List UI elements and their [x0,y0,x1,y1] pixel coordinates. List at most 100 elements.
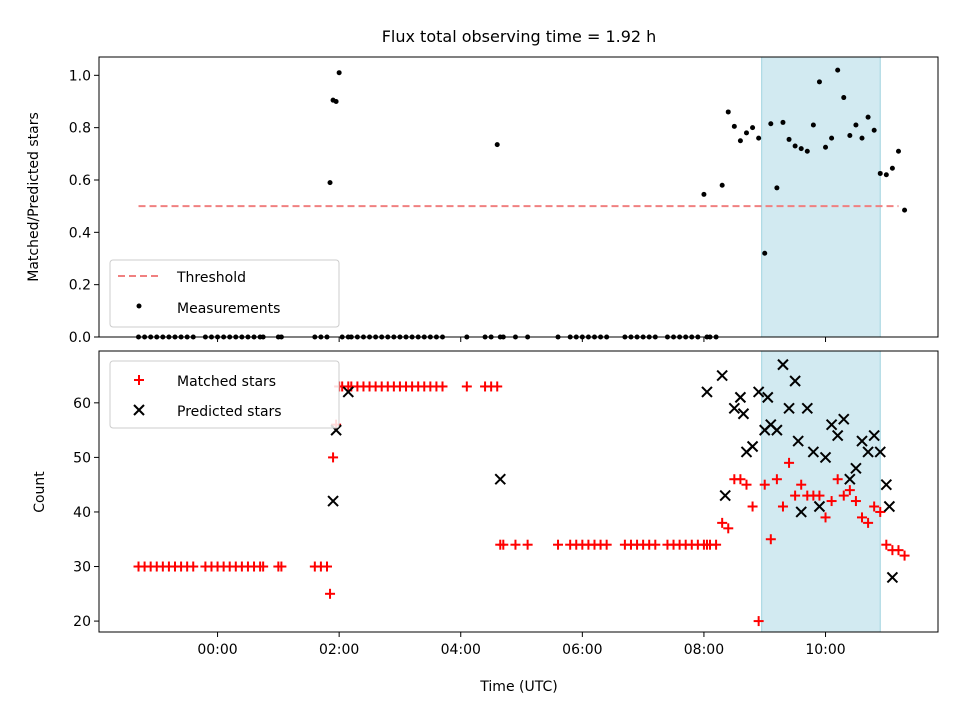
matched-star-point [784,457,795,468]
predicted-star-point [825,418,838,431]
measurement-point [798,146,804,152]
measurement-point [774,185,780,191]
measurement-point [871,127,877,133]
bottom-y-tick-label: 50 [73,450,91,466]
matched-star-point [735,474,746,485]
legend-plus-marker [134,375,144,385]
matched-star-point [850,496,861,507]
matched-star-point [711,539,722,550]
bottom-panel: 20 30 40 50 60 00:00 02:00 04:00 06:00 08:00 10:00… [32,350,939,695]
top-y-tick-label: 0.2 [69,278,91,294]
x-tick-label: 02:00 [319,642,359,658]
measurement-point [902,207,908,213]
matched-star-point [796,479,807,490]
predicted-star-point [850,462,862,475]
matched-star-point [328,452,339,463]
predicted-star-point [789,375,801,387]
measurement-point [701,191,707,197]
matched-stars-points [133,381,910,627]
measurement-point [780,119,786,125]
predicted-star-point [883,500,896,513]
matched-star-point [869,501,880,512]
legend-threshold-label: Threshold [176,270,246,286]
legend-matched-label: Matched stars [177,374,276,390]
predicted-star-point [862,446,874,458]
matched-star-point [522,539,533,550]
measurement-point [333,98,339,104]
matched-star-point [650,539,661,550]
bottom-legend: Matched stars Predicted stars [109,360,340,429]
measurement-point [786,136,792,142]
predicted-star-point [762,391,774,404]
matched-star-point [325,588,336,599]
matched-star-point [258,561,269,572]
measurement-point [336,70,342,76]
predicted-star-point [792,435,804,447]
predicted-star-point [752,386,765,398]
legend-cross-marker [133,404,145,416]
top-panel: 0.0 0.2 0.4 0.6 0.8 1.0 Matched/Predicted sta… [26,56,939,346]
measurement-point [816,79,822,85]
bottom-y-tick-label: 40 [73,505,91,521]
predicted-star-point [844,473,856,485]
legend-matched-swatch [134,375,144,385]
measurement-point [756,135,762,141]
legend-measurements-swatch [136,303,142,309]
predicted-star-point [874,446,886,458]
measurement-point [762,250,768,256]
predicted-star-point [719,489,731,502]
top-ticks: 0.0 0.2 0.4 0.6 0.8 1.0 [69,68,827,346]
matched-star-point [826,496,837,507]
measurement-point [889,165,895,171]
x-tick-label: 10:00 [805,642,845,658]
top-y-tick-label: 0.6 [69,173,91,189]
predicted-star-point [880,478,893,491]
x-tick-label: 00:00 [197,642,237,658]
predicted-star-point [801,402,813,414]
measurement-point [327,180,333,186]
measurement-point [743,130,749,136]
measurement-point [768,121,774,127]
predicted-star-point [856,435,868,447]
legend-predicted-label: Predicted stars [177,404,282,420]
matched-star-point [321,561,332,572]
measurement-point [823,144,829,150]
predicted-star-point [807,446,820,458]
matched-star-point [765,534,776,545]
matched-star-point [899,550,910,561]
matched-star-point [717,517,728,528]
predicted-star-point [868,429,880,442]
matched-star-point [844,485,855,496]
top-y-tick-label: 0.0 [69,330,91,346]
predicted-star-point [886,571,899,584]
predicted-star-point [831,429,844,442]
matched-star-point [790,490,801,501]
matched-star-point [881,539,892,550]
measurement-point [883,172,889,178]
matched-star-point [741,479,752,490]
measurement-point [847,133,853,139]
measurement-point [810,122,816,128]
predicted-star-point [701,386,713,398]
matched-star-point [461,381,472,392]
predicted-star-point [734,391,747,404]
measurement-point [835,67,841,73]
predicted-star-point [795,506,807,518]
predicted-star-point [838,413,850,425]
measurement-point [865,114,871,120]
x-tick-label: 04:00 [441,642,481,658]
matched-star-point [437,381,448,392]
matched-star-point [814,490,825,501]
measurement-point [792,143,798,149]
matched-star-point [820,512,831,523]
measurement-point [725,109,731,115]
predicted-star-point [777,358,789,371]
top-y-tick-label: 0.8 [69,121,91,137]
matched-star-point [747,501,758,512]
measurement-point [859,135,865,141]
matched-star-point [863,517,874,528]
predicted-star-point [716,369,728,382]
top-y-axis-label: Matched/Predicted stars [26,112,42,282]
measurement-point [853,122,859,128]
